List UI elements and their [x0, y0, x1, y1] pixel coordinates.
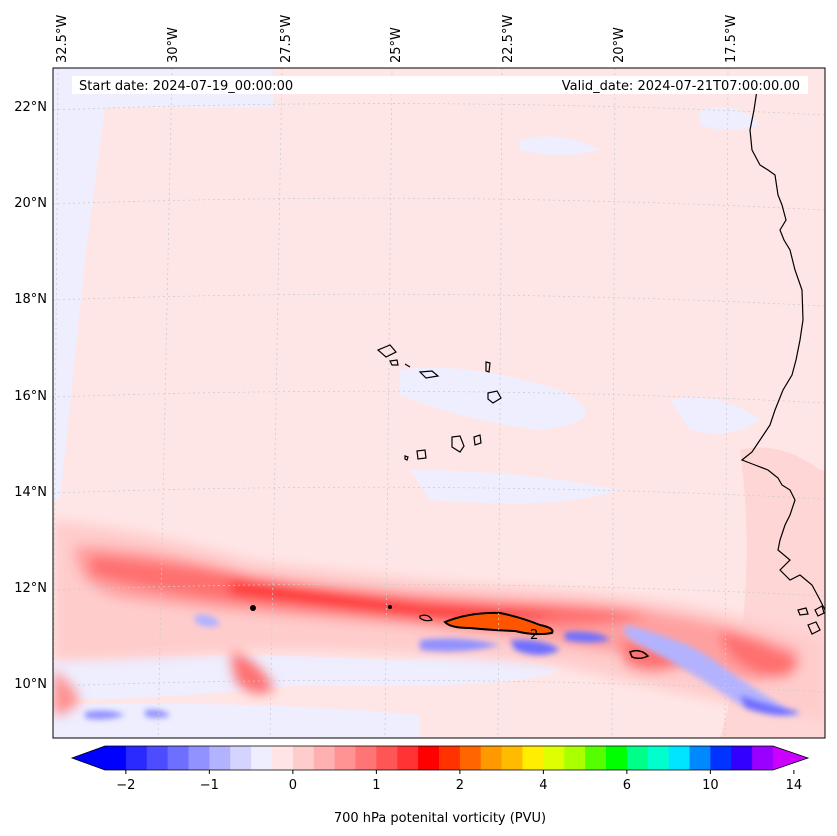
lon-label: 32.5°W [55, 15, 70, 63]
colorbar-segment [167, 746, 189, 770]
colorbar-label: 700 hPa potenital vorticity (PVU) [334, 811, 546, 826]
colorbar-segment [105, 746, 127, 770]
lat-label: 14°N [14, 485, 47, 500]
colorbar-segment [543, 746, 565, 770]
colorbar-segment [606, 746, 628, 770]
colorbar-tick-label: −2 [116, 778, 135, 793]
positive-pv-band [53, 520, 825, 720]
lon-label: 27.5°W [279, 15, 294, 63]
colorbar-segment [752, 746, 774, 770]
lat-label: 10°N [14, 677, 47, 692]
colorbar-segment [313, 746, 336, 770]
colorbar-tick-label: 4 [539, 778, 547, 793]
valid-date-text: Valid_date: 2024-07-21T07:00:00.00 [562, 79, 800, 94]
colorbar-segment [397, 746, 419, 770]
colorbar-segments [105, 746, 774, 770]
lon-label: 22.5°W [501, 15, 516, 63]
colorbar-segment [418, 746, 440, 770]
colorbar-segment [230, 746, 252, 770]
colorbar-tick-label: 0 [289, 778, 297, 793]
colorbar-segment [689, 746, 711, 770]
colorbar-segment [564, 746, 586, 770]
colorbar-segment [731, 746, 753, 770]
colorbar-segment [668, 746, 690, 770]
colorbar-segment [522, 746, 544, 770]
lon-label: 25°W [389, 27, 404, 63]
colorbar-max-extension [773, 746, 808, 770]
colorbar-segment [188, 746, 210, 770]
colorbar-segment [439, 746, 461, 770]
colorbar-segment [459, 746, 482, 770]
map-area [53, 68, 825, 738]
colorbar-segment [480, 746, 503, 770]
african-coastline [740, 89, 825, 611]
colorbar-tick-label: 14 [786, 778, 803, 793]
lat-label: 22°N [14, 100, 47, 115]
cape-verde-islands [376, 344, 502, 461]
colorbar-tick-label: 1 [372, 778, 380, 793]
colorbar-tick-label: 10 [702, 778, 719, 793]
lon-label: 20°W [612, 27, 627, 63]
colorbar-tick-label: 6 [623, 778, 631, 793]
colorbar-ticks: −2 −1 0 1 2 4 6 10 14 [116, 770, 802, 793]
colorbar-segment [334, 746, 356, 770]
latitude-labels: 22°N 20°N 18°N 16°N 14°N 12°N 10°N [14, 100, 47, 692]
colorbar-segment [272, 746, 294, 770]
coastal-islands [797, 605, 825, 635]
colorbar-tick-label: −1 [200, 778, 219, 793]
lat-label: 16°N [14, 389, 47, 404]
colorbar-segment [710, 746, 732, 770]
negative-pv-streaks [85, 614, 800, 720]
colorbar-tick-label: 2 [456, 778, 464, 793]
colorbar-segment [585, 746, 607, 770]
colorbar-segment [146, 746, 169, 770]
negative-pv-patches [53, 68, 760, 738]
colorbar-outline [70, 745, 810, 771]
colorbar-segment [376, 746, 398, 770]
date-header-box [72, 76, 808, 94]
map-frame [52, 67, 826, 739]
lon-label: 30°W [166, 27, 181, 63]
lat-label: 20°N [14, 196, 47, 211]
graticule [53, 68, 825, 738]
colorbar-segment [355, 746, 377, 770]
colorbar-segment [209, 746, 231, 770]
lat-label: 12°N [14, 581, 47, 596]
colorbar-segment [125, 746, 148, 770]
colorbar-segment [501, 746, 523, 770]
longitude-labels: 32.5°W 30°W 27.5°W 25°W 22.5°W 20°W 17.5… [55, 15, 739, 63]
colorbar-segment [251, 746, 273, 770]
start-date-text: Start date: 2024-07-19_00:00:00 [79, 79, 293, 94]
contour-label: 2 [530, 628, 538, 643]
colorbar-segment [626, 746, 649, 770]
colorbar-segment [292, 746, 315, 770]
colorbar: −2 −1 0 1 2 4 6 10 14 [70, 745, 810, 793]
lat-label: 18°N [14, 292, 47, 307]
colorbar-segment [647, 746, 670, 770]
lon-label: 17.5°W [724, 15, 739, 63]
